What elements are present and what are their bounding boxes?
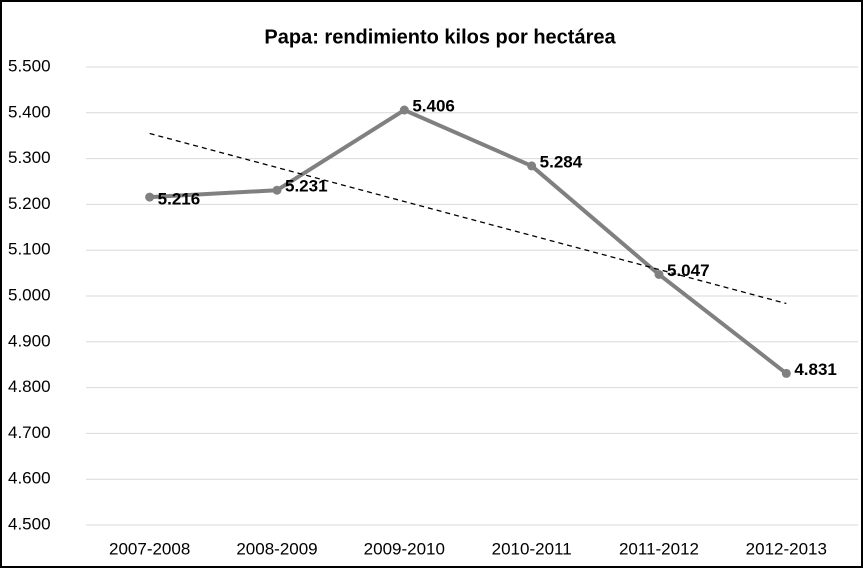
data-label: 5.216: [158, 190, 201, 209]
data-label: 5.047: [667, 261, 710, 280]
trend-line: [149, 132, 787, 305]
x-tick-label: 2008-2009: [236, 539, 317, 558]
y-tick-label: 4.700: [8, 423, 51, 442]
y-tick-label: 4.800: [8, 377, 51, 396]
data-point: [527, 161, 537, 171]
y-tick-label: 5.200: [8, 194, 51, 213]
data-label: 5.231: [285, 177, 328, 196]
y-tick-label: 4.500: [8, 514, 51, 533]
data-line: [149, 108, 788, 375]
data-point: [399, 105, 409, 115]
x-tick-label: 2009-2010: [364, 539, 445, 558]
y-tick-label: 5.100: [8, 240, 51, 259]
x-tick-label: 2007-2008: [109, 539, 190, 558]
y-tick-label: 5.500: [8, 56, 51, 75]
chart-title: Papa: rendimiento kilos por hectárea: [264, 26, 616, 48]
data-point: [145, 192, 155, 202]
data-label: 5.406: [412, 97, 455, 116]
x-tick-label: 2011-2012: [619, 539, 699, 558]
y-tick-label: 5.400: [8, 102, 51, 121]
y-tick-label: 5.000: [8, 285, 51, 304]
x-tick-label: 2010-2011: [492, 539, 572, 558]
y-tick-label: 4.900: [8, 331, 51, 350]
data-label: 4.831: [794, 360, 837, 379]
x-tick-label: 2012-2013: [746, 539, 827, 558]
y-tick-label: 5.300: [8, 148, 51, 167]
data-point: [781, 368, 791, 378]
data-point: [272, 185, 282, 195]
data-point: [654, 269, 664, 279]
y-tick-label: 4.600: [8, 469, 51, 488]
data-label: 5.284: [540, 152, 583, 171]
